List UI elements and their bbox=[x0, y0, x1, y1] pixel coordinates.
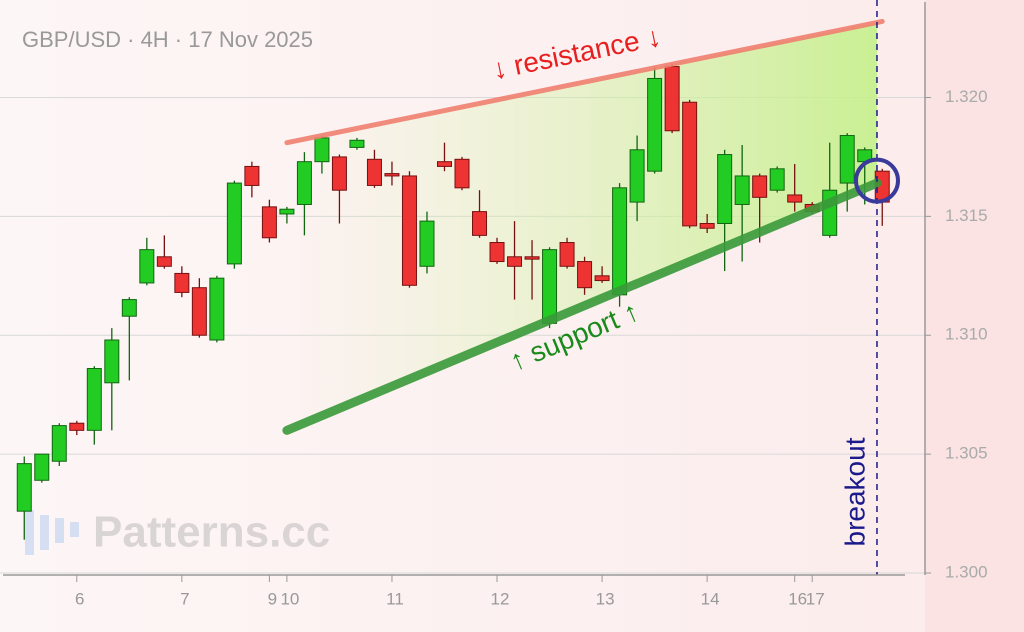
candle-body bbox=[191, 287, 207, 336]
y-tick-label: 1.310 bbox=[945, 325, 988, 344]
support-line bbox=[282, 178, 882, 435]
resistance-line bbox=[284, 18, 885, 146]
candle-body bbox=[349, 139, 365, 148]
candle-body bbox=[174, 272, 190, 293]
candle-body bbox=[366, 158, 382, 186]
candle-body bbox=[577, 261, 593, 289]
candle-body bbox=[717, 154, 733, 224]
candle-body bbox=[384, 173, 400, 177]
x-tick-label: 11 bbox=[386, 589, 404, 608]
breakout-label: breakout bbox=[839, 437, 870, 546]
y-tick-label: 1.305 bbox=[945, 444, 988, 463]
candle-body bbox=[524, 256, 540, 260]
candle-body bbox=[104, 339, 120, 384]
candle-body bbox=[296, 161, 312, 205]
candle-body bbox=[647, 77, 663, 172]
candle-body bbox=[472, 211, 488, 236]
x-tick-label: 17 bbox=[806, 589, 825, 608]
chart-title: GBP/USD · 4H · 17 Nov 2025 bbox=[22, 27, 313, 52]
pattern bbox=[286, 22, 877, 431]
candle-body bbox=[51, 425, 67, 462]
y-tick-label: 1.315 bbox=[945, 206, 988, 225]
candle-body bbox=[489, 242, 505, 263]
breakout-marker bbox=[853, 157, 900, 204]
candle-body bbox=[86, 368, 102, 431]
x-tick-label: 10 bbox=[280, 589, 299, 608]
candle-body bbox=[454, 158, 470, 189]
candle-body bbox=[436, 161, 452, 167]
x-tick-label: 16 bbox=[788, 589, 807, 608]
candle-body bbox=[16, 463, 32, 512]
candle-body bbox=[769, 168, 785, 191]
x-tick-label: 7 bbox=[180, 589, 189, 608]
watermark-text: Patterns.cc bbox=[93, 508, 330, 557]
candle-body bbox=[69, 422, 85, 431]
candle-body bbox=[664, 66, 680, 132]
x-tick-label: 6 bbox=[75, 589, 84, 608]
candle-body bbox=[156, 256, 172, 267]
candle-body bbox=[314, 137, 330, 163]
candle-body bbox=[542, 249, 558, 324]
candle-body bbox=[594, 275, 610, 282]
candle-body bbox=[682, 101, 698, 227]
candle-body bbox=[559, 242, 575, 267]
candle-body bbox=[331, 156, 347, 191]
candle-body bbox=[629, 149, 645, 203]
candle-body bbox=[419, 220, 435, 267]
candle-body bbox=[226, 182, 242, 265]
axis-panel bbox=[925, 0, 1024, 632]
candle-body bbox=[507, 256, 523, 267]
y-tick-label: 1.320 bbox=[945, 87, 988, 106]
x-tick-label: 14 bbox=[701, 589, 720, 608]
candle-body bbox=[787, 194, 803, 203]
watermark: Patterns.cc bbox=[25, 508, 330, 557]
candle-body bbox=[752, 175, 768, 198]
wedge-fill bbox=[286, 22, 877, 431]
candle-body bbox=[699, 222, 715, 229]
candle-body bbox=[612, 187, 628, 296]
candle-body bbox=[401, 175, 417, 286]
candle-body bbox=[261, 206, 277, 239]
candle-body bbox=[209, 277, 225, 341]
candles bbox=[16, 64, 890, 540]
candle-body bbox=[839, 135, 855, 184]
y-tick-label: 1.300 bbox=[945, 562, 988, 581]
x-tick-label: 9 bbox=[268, 589, 277, 608]
x-tick-label: 12 bbox=[491, 589, 510, 608]
watermark-icon bbox=[55, 518, 64, 543]
watermark-icon bbox=[40, 515, 49, 550]
axes: 1.300 1.305 1.310 1.315 1.320 6 7 9 10 11 12 13 14 16… bbox=[3, 2, 988, 608]
watermark-icon bbox=[70, 522, 79, 537]
candle-body bbox=[279, 208, 295, 215]
candle-body bbox=[121, 299, 137, 317]
candle-body bbox=[139, 249, 155, 284]
x-tick-label: 13 bbox=[596, 589, 615, 608]
candle-body bbox=[734, 175, 750, 205]
candle-body bbox=[244, 165, 260, 186]
watermark-icon bbox=[25, 510, 34, 555]
candle-body bbox=[34, 453, 50, 481]
